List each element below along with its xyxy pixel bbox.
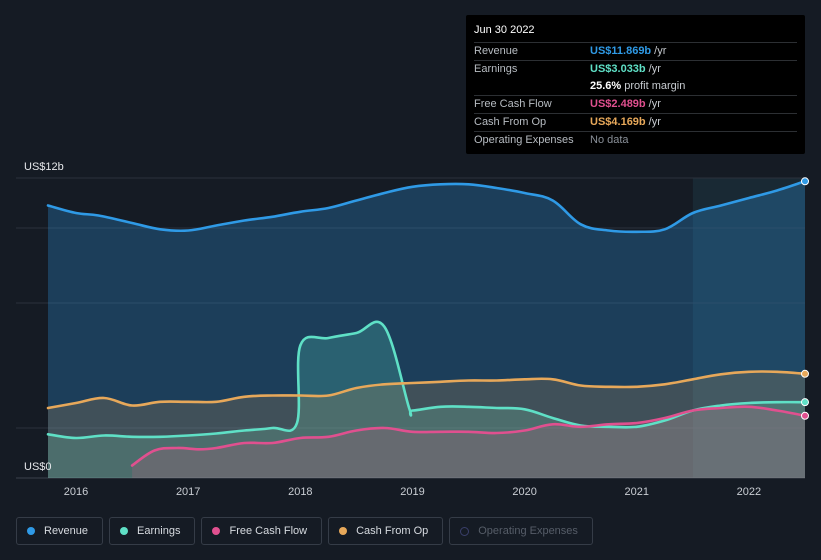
tooltip-row-label: Free Cash Flow (474, 98, 552, 110)
tooltip-row-earnings: Earnings US$3.033b/yr (474, 60, 797, 78)
legend-label: Revenue (44, 525, 89, 537)
area-revenue (48, 181, 805, 479)
legend-dot-icon (212, 527, 221, 535)
tooltip-row-operating-expenses: Operating Expenses No data (474, 131, 797, 149)
tooltip-row-value: US$11.869b (590, 45, 652, 57)
legend-dot-icon (339, 527, 348, 535)
tooltip-row-unit: /yr (648, 63, 661, 75)
x-tick-label-2022: 2022 (737, 486, 761, 498)
tooltip-date: Jun 30 2022 (474, 24, 535, 36)
legend-dot-icon (27, 527, 35, 535)
line-free-cash-flow (130, 405, 807, 467)
tooltip-row-revenue: Revenue US$11.869b/yr (474, 42, 797, 60)
legend-label: Earnings (137, 525, 181, 537)
line-revenue (46, 180, 807, 234)
tooltip-row-unit: profit margin (624, 80, 686, 92)
tooltip-row-unit: /yr (648, 98, 661, 110)
legend-label: Free Cash Flow (229, 525, 308, 537)
legend-dot-icon (120, 527, 129, 535)
tooltip-row-label: Operating Expenses (474, 134, 574, 146)
x-tick-label-2016: 2016 (64, 486, 88, 498)
x-tick-label-2020: 2020 (512, 486, 536, 498)
chart-legend: Revenue Earnings Free Cash Flow Cash From O… (16, 517, 593, 545)
legend-dot-icon (460, 526, 470, 536)
endpoint-revenue (801, 177, 809, 186)
endpoint-cash-from-op (801, 369, 809, 378)
tooltip-row-value: US$4.169b (590, 116, 646, 128)
y-axis-bottom-label: US$0 (24, 461, 52, 473)
endpoint-free-cash-flow (801, 411, 809, 420)
line-earnings (46, 320, 807, 440)
y-axis-top-label: US$12b (24, 161, 64, 173)
tooltip-row-value: 25.6% (590, 80, 622, 92)
area-earnings (48, 321, 805, 478)
legend-label: Cash From Op (356, 525, 429, 537)
legend-item-operating-expenses[interactable]: Operating Expenses (449, 517, 593, 545)
legend-item-revenue[interactable]: Revenue (16, 517, 104, 545)
legend-label: Operating Expenses (478, 525, 578, 537)
tooltip-row-unit: /yr (648, 116, 661, 128)
area-free-cash-flow (132, 406, 806, 478)
x-tick-label-2019: 2019 (400, 486, 424, 498)
tooltip-row-value: US$2.489b (590, 98, 646, 110)
tooltip-row-unit: /yr (654, 45, 667, 57)
endpoint-earnings (801, 398, 809, 407)
tooltip-row-label: Earnings (474, 63, 518, 75)
tooltip-row-label: Revenue (474, 45, 519, 57)
tooltip-row-profit-margin: 25.6% profit margin (474, 78, 797, 95)
tooltip-row-value: No data (590, 134, 629, 146)
legend-item-cash-from-op[interactable]: Cash From Op (328, 517, 444, 545)
tooltip-row-cash-from-op: Cash From Op US$4.169b/yr (474, 113, 797, 131)
tooltip-row-free-cash-flow: Free Cash Flow US$2.489b/yr (474, 95, 797, 113)
x-tick-label-2021: 2021 (625, 486, 649, 498)
legend-item-earnings[interactable]: Earnings (109, 517, 196, 545)
line-cash-from-op (46, 370, 807, 410)
tooltip-row-value: US$3.033b (590, 63, 646, 75)
x-tick-label-2018: 2018 (288, 486, 312, 498)
tooltip-row-label: Cash From Op (474, 116, 547, 128)
x-tick-label-2017: 2017 (176, 486, 200, 498)
legend-item-free-cash-flow[interactable]: Free Cash Flow (201, 517, 323, 545)
tooltip-row-label (474, 78, 590, 95)
tooltip-panel: Jun 30 2022 Revenue US$11.869b/yr Earnings… (466, 15, 805, 154)
